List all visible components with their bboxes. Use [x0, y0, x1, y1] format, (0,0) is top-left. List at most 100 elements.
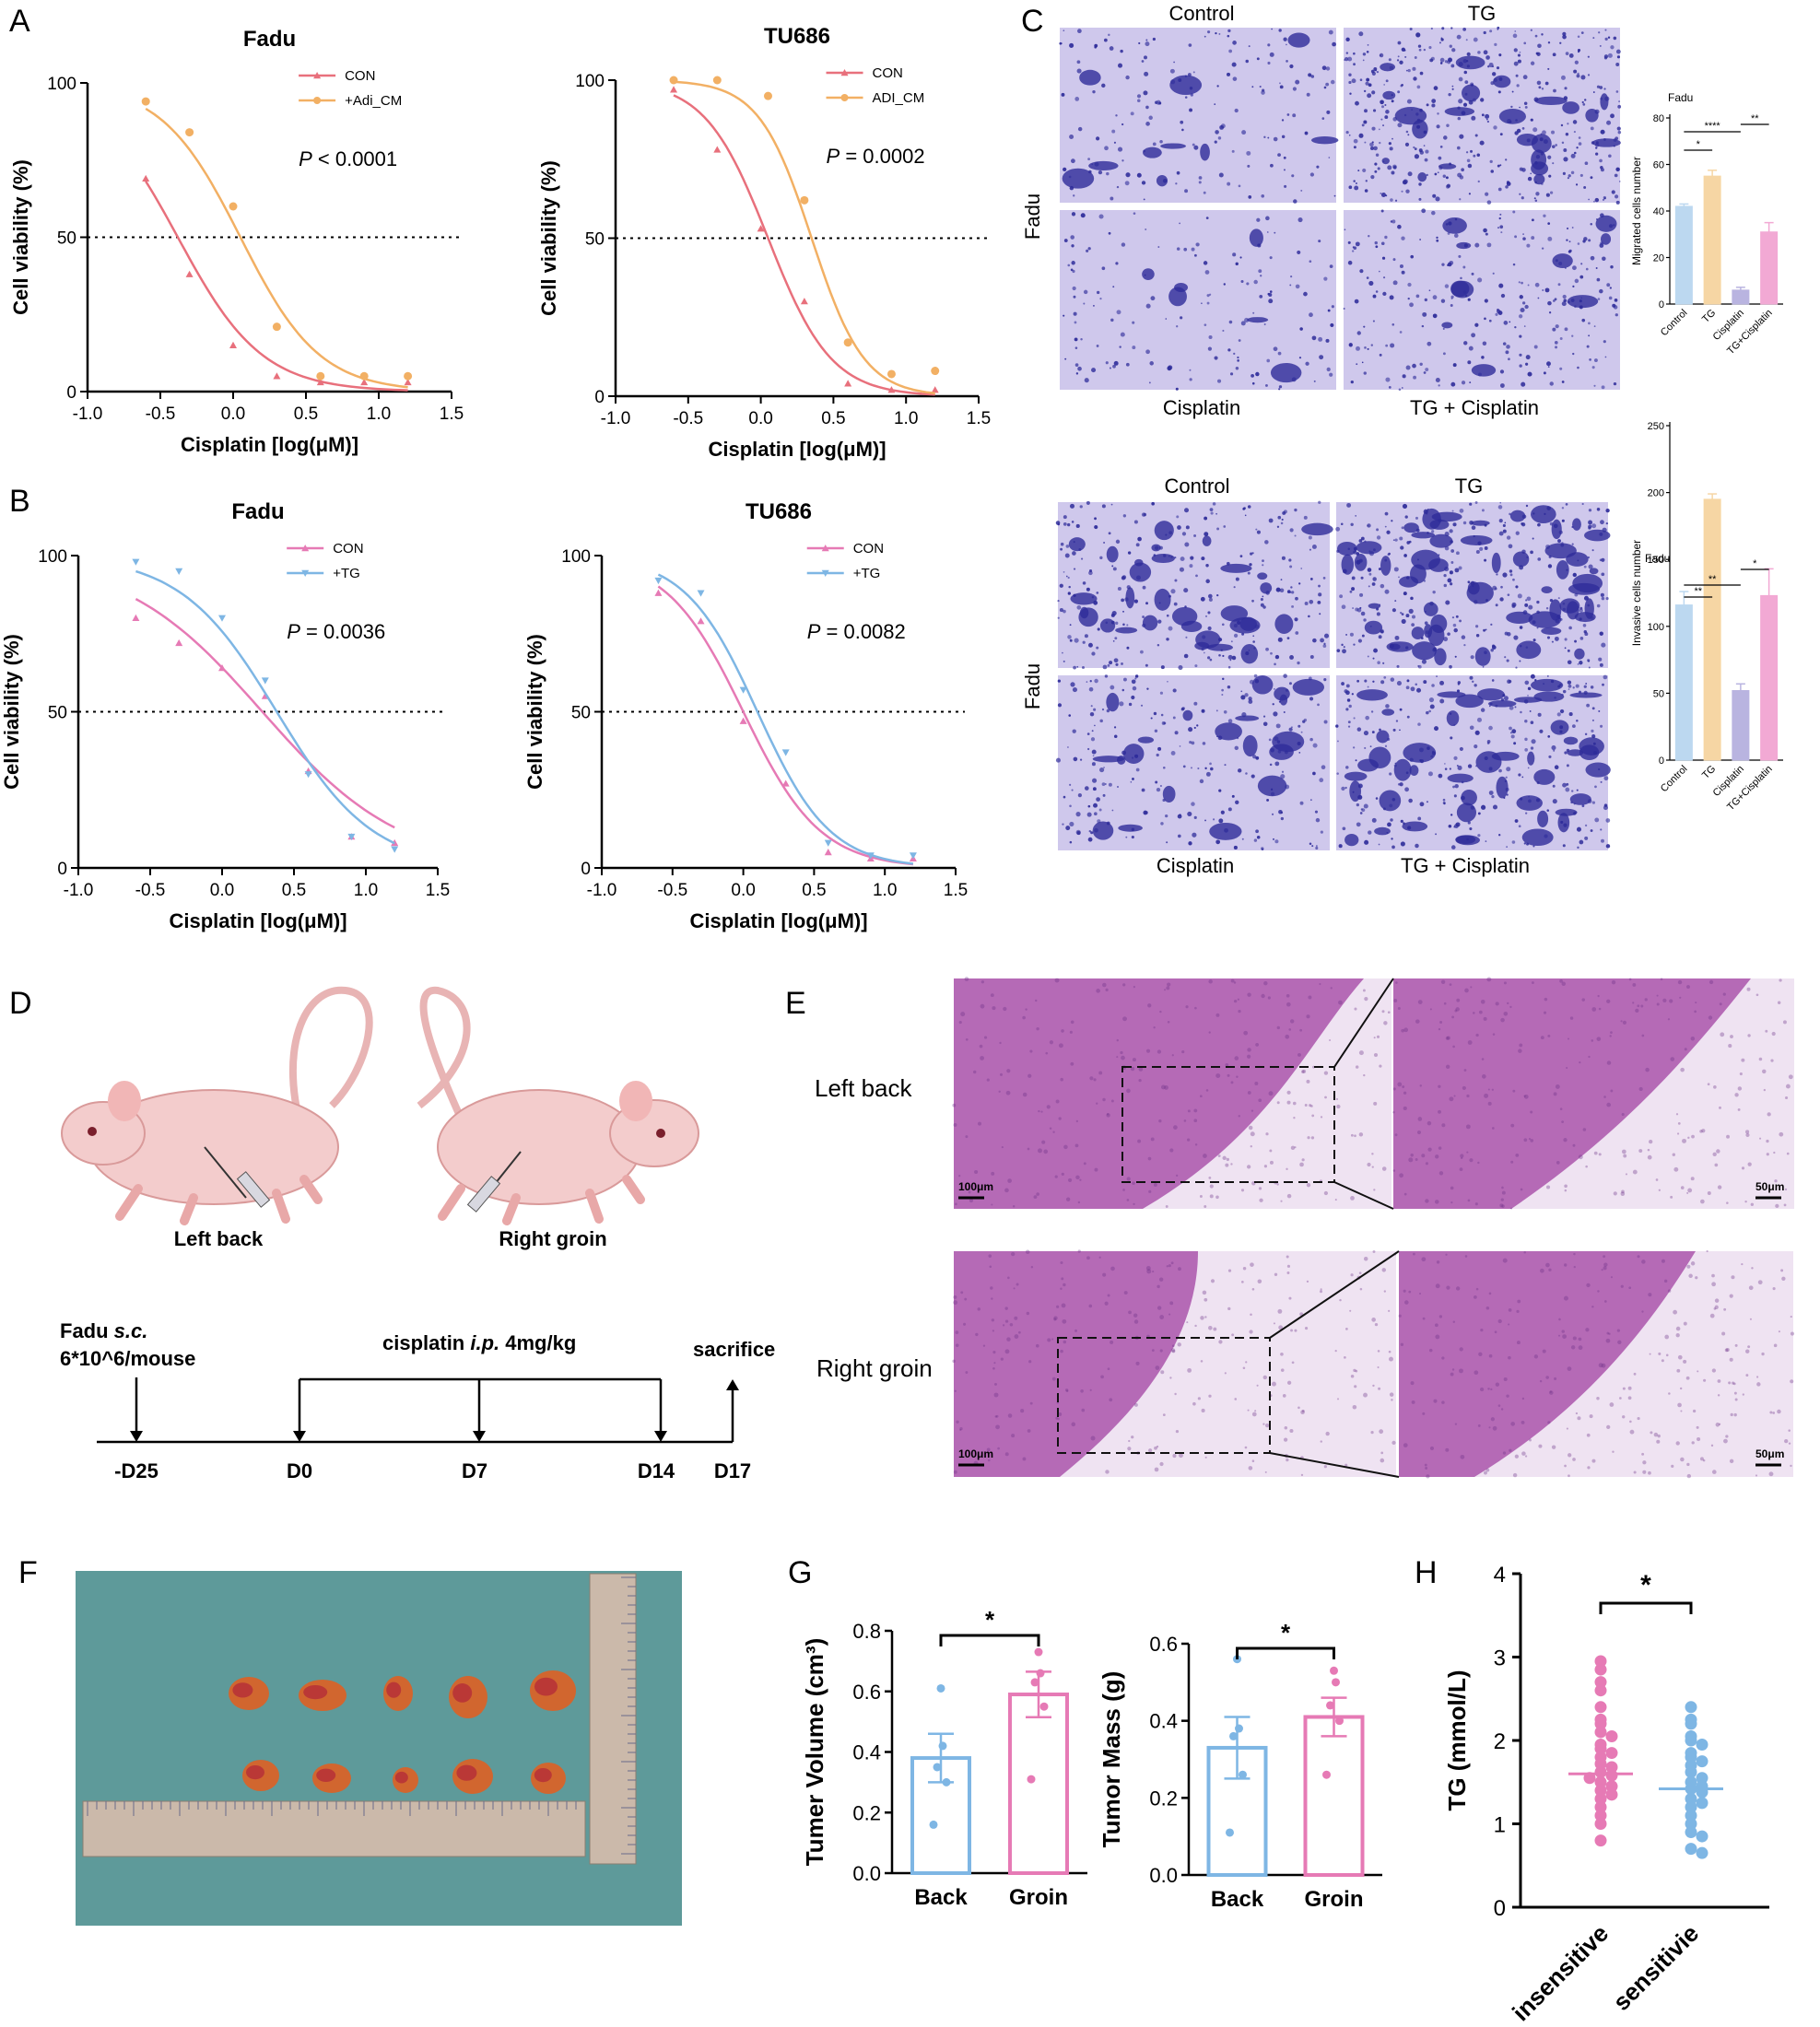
stained-cell: [1262, 595, 1264, 598]
nucleus: [1169, 1301, 1174, 1306]
stained-cell: [1407, 134, 1410, 136]
nucleus: [1403, 1091, 1407, 1095]
nucleus: [1251, 1288, 1255, 1291]
nucleus: [1711, 1282, 1717, 1287]
stained-cell: [1125, 836, 1128, 838]
stained-cell: [1560, 123, 1564, 127]
nucleus: [1122, 983, 1126, 987]
stained-cell: [1096, 646, 1099, 650]
stained-cell: [1145, 122, 1150, 126]
nucleus: [992, 1366, 995, 1370]
nucleus: [1723, 1307, 1727, 1311]
nucleus: [1454, 1423, 1458, 1425]
nucleus: [1203, 1154, 1207, 1158]
stained-cell: [1110, 503, 1113, 506]
nucleus: [1491, 1088, 1494, 1091]
nucleus: [1362, 989, 1366, 992]
nucleus: [1622, 1020, 1626, 1025]
stained-cell: [1157, 619, 1162, 624]
nucleus: [1077, 1249, 1081, 1253]
nucleus: [1591, 1007, 1597, 1012]
nucleus: [1492, 1033, 1496, 1036]
nucleus: [1058, 1043, 1063, 1049]
cell-cluster: [1600, 93, 1609, 111]
nucleus: [1185, 1005, 1189, 1009]
nucleus: [1725, 1435, 1729, 1438]
stained-cell: [1368, 83, 1372, 88]
stained-cell: [1567, 680, 1572, 685]
stained-cell: [1086, 747, 1090, 751]
stained-cell: [1215, 709, 1218, 712]
p-value-annotation: P = 0.0002: [827, 145, 925, 168]
nucleus: [1013, 1287, 1016, 1290]
stained-cell: [1274, 687, 1275, 690]
nucleus: [980, 1056, 984, 1060]
stained-cell: [1414, 147, 1417, 151]
nucleus: [1012, 1205, 1016, 1208]
stained-cell: [1193, 815, 1197, 819]
stained-cell: [1260, 603, 1264, 607]
nucleus: [1413, 1252, 1415, 1256]
stained-cell: [1394, 199, 1398, 202]
stained-cell: [1141, 60, 1145, 63]
stained-cell: [1410, 596, 1414, 601]
stained-cell: [1599, 44, 1602, 47]
nucleus: [1462, 1085, 1466, 1091]
cell-cluster: [1068, 537, 1086, 552]
nucleus: [1262, 1375, 1268, 1380]
nucleus: [1373, 1037, 1376, 1039]
stained-cell: [1357, 170, 1360, 172]
stained-cell: [1101, 83, 1106, 88]
stained-cell: [1525, 504, 1529, 508]
nucleus: [1380, 1458, 1385, 1463]
y-tick-label: 0: [57, 860, 67, 879]
stained-cell: [1457, 116, 1462, 121]
nucleus: [1542, 1349, 1546, 1353]
stained-cell: [1101, 782, 1106, 786]
stained-cell: [1488, 791, 1494, 795]
stained-cell: [1428, 289, 1431, 292]
stained-cell: [1559, 709, 1565, 714]
nucleus: [1290, 1145, 1296, 1151]
stained-cell: [1392, 258, 1396, 262]
stained-cell: [1360, 536, 1365, 541]
nucleus: [1745, 1374, 1749, 1377]
stained-cell: [1298, 357, 1302, 359]
stained-cell: [1608, 154, 1612, 158]
stained-cell: [1385, 377, 1391, 382]
nucleus: [1612, 1450, 1615, 1453]
nucleus: [1744, 1200, 1747, 1203]
nucleus: [1181, 1049, 1185, 1054]
stained-cell: [1512, 263, 1516, 266]
nucleus: [1104, 1301, 1109, 1306]
histology-right-groin-low: [952, 1249, 1397, 1477]
stained-cell: [1437, 112, 1439, 115]
stained-cell: [1491, 794, 1495, 799]
nucleus: [1438, 1109, 1441, 1114]
stained-cell: [1563, 157, 1568, 162]
stained-cell: [1615, 90, 1619, 93]
stained-cell: [1281, 135, 1286, 139]
stained-cell: [1475, 549, 1480, 555]
data-point: [1696, 1797, 1708, 1810]
stained-cell: [1552, 784, 1556, 788]
stained-cell: [1274, 761, 1280, 767]
stained-cell: [1547, 222, 1551, 225]
stained-cell: [1527, 371, 1532, 377]
stained-cell: [1430, 27, 1433, 30]
stained-cell: [1554, 298, 1557, 301]
stained-cell: [1595, 267, 1598, 269]
stained-cell: [1527, 284, 1530, 287]
cell-cluster: [1462, 84, 1481, 102]
nucleus: [1441, 1400, 1445, 1404]
stained-cell: [1374, 240, 1378, 245]
stained-cell: [1150, 717, 1153, 720]
stained-cell: [1115, 114, 1118, 117]
stained-cell: [1216, 85, 1219, 88]
stained-cell: [1505, 158, 1508, 161]
nucleus: [1778, 1330, 1780, 1333]
nucleus: [1714, 1163, 1719, 1167]
nucleus: [1254, 1081, 1259, 1085]
stained-cell: [1545, 607, 1549, 610]
cell-cluster: [1567, 295, 1599, 309]
